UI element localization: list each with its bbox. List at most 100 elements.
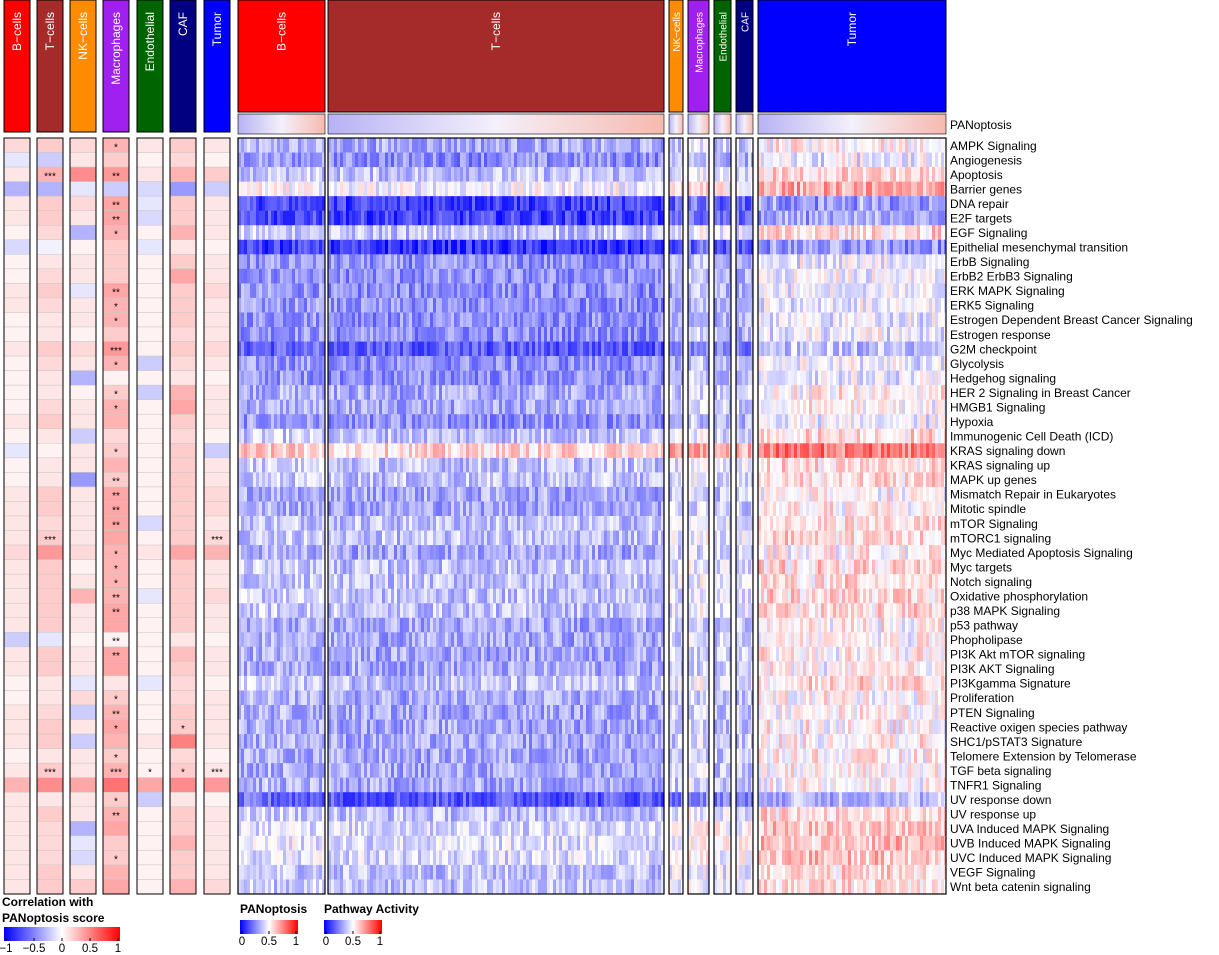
correlation-cell [169, 602, 197, 619]
pathway-label: HER 2 Signaling in Breast Cancer [950, 386, 1131, 400]
activity-header-nkcells: NK−cells [668, 0, 684, 113]
svg-text:NK−cells: NK−cells [672, 12, 683, 52]
correlation-cell [3, 195, 31, 211]
significance-mark: *** [110, 346, 122, 357]
correlation-cell [203, 137, 231, 153]
correlation-cell [69, 588, 97, 604]
legend-tick-label: 0.5 [261, 936, 277, 948]
correlation-cell [203, 719, 231, 735]
correlation-cell [169, 588, 197, 604]
correlation-cell [36, 501, 64, 517]
correlation-cell [36, 370, 64, 386]
svg-text:Endothelial: Endothelial [143, 12, 157, 71]
correlation-cell [69, 224, 97, 241]
correlation-cell [3, 879, 31, 895]
panoptosis-legend: PANoptosis 0 0.5 1 [239, 902, 308, 948]
pathway-label: Wnt beta catenin signaling [950, 880, 1091, 894]
panoptosis-legend-bar [240, 920, 298, 934]
correlation-cell [169, 384, 197, 400]
correlation-cell [203, 210, 231, 226]
correlation-cell [36, 588, 64, 604]
correlation-cell [3, 181, 31, 197]
pathway-label: PTEN Signaling [950, 706, 1035, 720]
legend-tick-label: 1 [293, 936, 299, 948]
correlation-cell [169, 733, 197, 749]
correlation-cell [36, 777, 64, 793]
svg-text:B−cells: B−cells [275, 12, 289, 51]
correlation-cell [169, 791, 197, 808]
correlation-cell [3, 355, 31, 371]
correlation-cell [3, 850, 31, 866]
correlation-cell [3, 748, 31, 764]
significance-mark: * [114, 360, 118, 371]
correlation-cell [69, 675, 97, 691]
correlation-column-4: * [136, 137, 164, 895]
correlation-cell [203, 443, 231, 459]
correlation-cell [3, 530, 31, 546]
correlation-cell [69, 413, 97, 430]
correlation-cell [136, 646, 164, 662]
correlation-cell [69, 544, 97, 560]
pathway-label: ERK MAPK Signaling [950, 284, 1065, 298]
correlation-legend-title-line2: PANoptosis score [2, 911, 105, 925]
correlation-cell [102, 777, 130, 793]
significance-mark: ** [112, 593, 120, 604]
correlation-cell [203, 370, 231, 386]
correlation-cell [36, 443, 64, 459]
correlation-cell [169, 341, 197, 357]
correlation-cell [169, 864, 197, 880]
significance-mark: * [114, 549, 118, 560]
correlation-cell [102, 835, 130, 851]
correlation-cell [102, 821, 130, 837]
correlation-cell [169, 399, 197, 415]
correlation-cell [36, 341, 64, 357]
significance-mark: ** [112, 520, 120, 531]
correlation-cell [169, 661, 197, 677]
correlation-cell [3, 166, 31, 182]
correlation-cell [69, 661, 97, 677]
correlation-header-caf: CAF [169, 0, 197, 133]
legend-tick-label: 1 [115, 943, 121, 955]
correlation-cell [3, 370, 31, 386]
correlation-cell [203, 312, 231, 328]
correlation-cell [36, 355, 64, 371]
pathway-label: UVC Induced MAPK Signaling [950, 851, 1111, 865]
panoptosis-strip-segment [687, 113, 710, 135]
correlation-cell [102, 733, 130, 749]
correlation-cell [69, 486, 97, 502]
pathway-label: Myc targets [950, 560, 1012, 574]
correlation-cell [136, 355, 164, 371]
correlation-cell [136, 690, 164, 706]
correlation-cell [169, 152, 197, 168]
correlation-cell [36, 704, 64, 720]
pathway-label: Apoptosis [950, 168, 1003, 182]
correlation-cell [203, 544, 231, 560]
pathway-labels: AMPK SignalingAngiogenesisApoptosisBarri… [950, 139, 1193, 894]
correlation-cell [3, 791, 31, 808]
significance-mark: * [114, 724, 118, 735]
correlation-cell [169, 632, 197, 648]
correlation-cell [169, 443, 197, 459]
correlation-cell [203, 777, 231, 793]
correlation-cell [136, 806, 164, 822]
correlation-cell [102, 152, 130, 168]
correlation-cell [203, 515, 231, 531]
correlation-cell [136, 719, 164, 735]
correlation-cell [69, 835, 97, 851]
correlation-cell [69, 283, 97, 299]
correlation-cell [3, 632, 31, 648]
correlation-cell [3, 559, 31, 575]
correlation-cell [136, 472, 164, 488]
correlation-cell [3, 457, 31, 473]
significance-mark: * [114, 404, 118, 415]
legend-tick-label: −0.5 [23, 943, 46, 955]
correlation-cell [136, 268, 164, 284]
significance-mark: * [114, 753, 118, 764]
panoptosis-strip-segment [327, 113, 665, 135]
correlation-cell [3, 573, 31, 589]
correlation-cell [69, 719, 97, 735]
correlation-column-2 [69, 137, 97, 895]
pathway-label: E2F targets [950, 211, 1012, 225]
pathway-label: Hedgehog signaling [950, 371, 1056, 385]
correlation-cell [69, 195, 97, 211]
